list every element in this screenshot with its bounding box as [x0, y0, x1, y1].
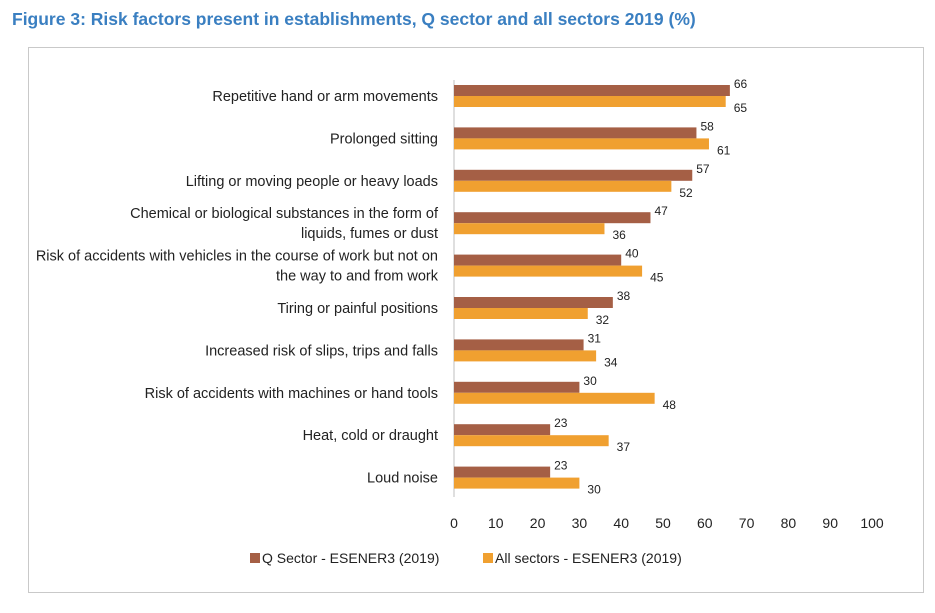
bar-q-sector — [454, 424, 551, 436]
bar-q-sector — [454, 297, 613, 308]
bar-all-sectors — [454, 223, 605, 235]
data-label-q-sector: 57 — [696, 162, 710, 176]
category-label: Heat, cold or draught — [303, 428, 438, 444]
data-label-all-sectors: 45 — [650, 271, 664, 285]
category-label: Prolonged sitting — [330, 131, 438, 147]
x-tick-label: 0 — [450, 515, 458, 531]
category-label: Tiring or painful positions — [277, 301, 438, 317]
data-label-all-sectors: 30 — [587, 483, 601, 497]
data-label-all-sectors: 36 — [612, 228, 626, 242]
bar-all-sectors — [454, 435, 609, 447]
bar-all-sectors — [454, 138, 709, 150]
bar-q-sector — [454, 254, 622, 266]
bar-all-sectors — [454, 392, 655, 404]
bar-q-sector — [454, 381, 580, 393]
data-label-q-sector: 23 — [554, 416, 568, 430]
bar-q-sector — [454, 339, 584, 351]
legend-swatch-q-sector — [250, 553, 260, 563]
x-tick-label: 30 — [572, 515, 588, 531]
data-label-all-sectors: 37 — [617, 440, 631, 454]
category-label: Chemical or biological substances in the… — [130, 206, 439, 222]
bar-all-sectors — [454, 477, 580, 489]
x-tick-label: 100 — [860, 515, 884, 531]
category-label: liquids, fumes or dust — [301, 226, 438, 242]
data-label-all-sectors: 48 — [663, 398, 677, 412]
bar-all-sectors — [454, 350, 597, 362]
x-tick-label: 40 — [613, 515, 629, 531]
x-tick-label: 70 — [739, 515, 755, 531]
x-tick-label: 80 — [781, 515, 797, 531]
bar-q-sector — [454, 466, 551, 478]
data-label-all-sectors: 32 — [596, 313, 610, 327]
data-label-q-sector: 30 — [583, 374, 597, 388]
legend-label-q-sector: Q Sector - ESENER3 (2019) — [262, 550, 439, 566]
chart-frame — [28, 47, 924, 593]
category-label: Risk of accidents with machines or hand … — [145, 386, 438, 402]
data-label-all-sectors: 65 — [734, 101, 748, 115]
bar-q-sector — [454, 212, 651, 224]
bar-all-sectors — [454, 265, 643, 277]
category-label: the way to and from work — [276, 269, 439, 285]
data-label-q-sector: 58 — [700, 119, 714, 133]
data-label-q-sector: 23 — [554, 459, 568, 473]
category-label: Repetitive hand or arm movements — [212, 89, 438, 105]
data-label-all-sectors: 52 — [679, 186, 693, 200]
x-tick-label: 20 — [530, 515, 546, 531]
x-tick-label: 50 — [655, 515, 671, 531]
bar-all-sectors — [454, 180, 672, 192]
data-label-q-sector: 38 — [617, 289, 631, 303]
legend-label-all-sectors: All sectors - ESENER3 (2019) — [495, 550, 682, 566]
figure-title: Figure 3: Risk factors present in establ… — [12, 9, 696, 29]
x-tick-label: 60 — [697, 515, 713, 531]
category-label: Lifting or moving people or heavy loads — [186, 174, 438, 190]
x-tick-label: 10 — [488, 515, 504, 531]
bar-q-sector — [454, 127, 697, 139]
bar-all-sectors — [454, 308, 588, 319]
data-label-q-sector: 40 — [625, 247, 639, 261]
data-label-q-sector: 66 — [734, 77, 748, 91]
data-label-q-sector: 31 — [588, 331, 602, 345]
legend-swatch-all-sectors — [483, 553, 493, 563]
data-label-all-sectors: 61 — [717, 143, 731, 157]
bar-q-sector — [454, 85, 730, 96]
category-label: Loud noise — [367, 471, 438, 487]
bar-all-sectors — [454, 96, 726, 107]
category-label: Risk of accidents with vehicles in the c… — [36, 249, 438, 265]
bar-q-sector — [454, 169, 693, 181]
category-label: Increased risk of slips, trips and falls — [205, 343, 438, 359]
x-tick-label: 90 — [822, 515, 838, 531]
data-label-all-sectors: 34 — [604, 355, 618, 369]
data-label-q-sector: 47 — [654, 204, 668, 218]
